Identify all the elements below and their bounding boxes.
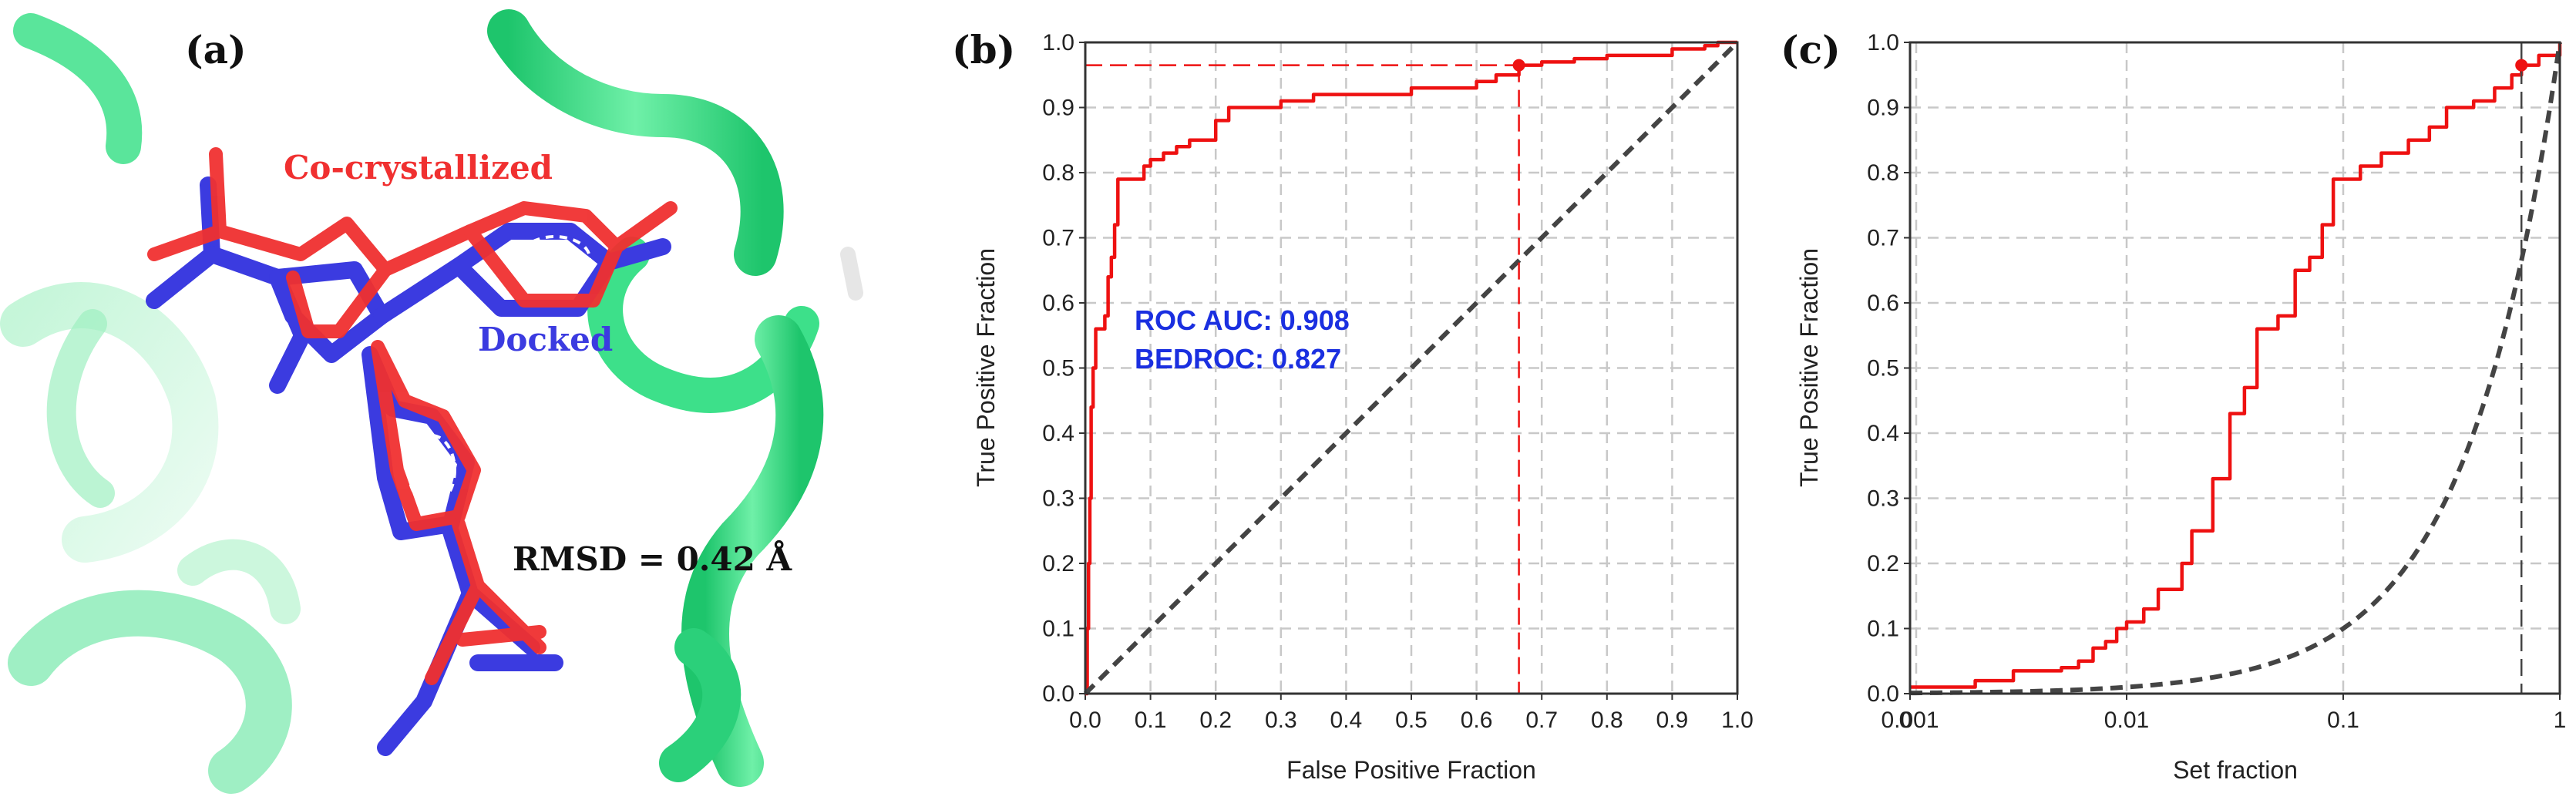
y-tick-label: 1.0	[1042, 30, 1074, 55]
panel-b: (b) 0.00.10.20.30.40.50.60.70.80.91.00.0…	[952, 27, 1754, 784]
x-tick-label: 1	[2554, 708, 2567, 733]
x-tick-label: 0.6	[1461, 708, 1493, 733]
x-tick-label: 0.7	[1525, 708, 1558, 733]
panel-c: (c) 0.00.10.20.30.40.50.60.70.80.91.00.0…	[1781, 27, 2566, 784]
y-tick-label: 1.0	[1867, 30, 1899, 55]
enrichment-grid	[1910, 42, 2560, 694]
y-tick-label: 0.3	[1867, 486, 1899, 512]
roc-x-axis-label: False Positive Fraction	[1286, 756, 1536, 784]
enrichment-y-axis-label: True Positive Fraction	[1795, 248, 1823, 487]
panel-a: (a) Co-crystallized Docked RMSD = 0.42 Å	[0, 9, 939, 794]
x-tick-label: 0.4	[1330, 708, 1363, 733]
x-tick-label: 0	[1899, 708, 1912, 733]
y-tick-label: 0.9	[1867, 96, 1899, 121]
x-tick-label: 0.9	[1656, 708, 1689, 733]
x-tick-label: 0.01	[2104, 708, 2149, 733]
ribbon-helix	[659, 628, 742, 782]
y-tick-label: 0.4	[1867, 421, 1899, 446]
x-tick-label: 0.1	[1135, 708, 1167, 733]
bedroc-annotation: BEDROC: 0.827	[1135, 343, 1341, 375]
roc-ticks: 0.0 0.1 0.2 0.3 0.4 0.5 0.6 0.7 0.8 0.9 1.0 0.0 0.1 0…	[1042, 30, 1754, 733]
docked-label: Docked	[478, 321, 613, 358]
cocrystal-ligand	[147, 147, 678, 685]
ring-highlights	[407, 235, 591, 506]
ribbon-helix	[177, 539, 301, 624]
active-recovery-curve	[1910, 42, 2562, 689]
panel-b-label: (b)	[952, 27, 1015, 72]
panel-a-label: (a)	[185, 27, 247, 72]
x-tick-label: 0.001	[1881, 708, 1939, 733]
rmsd-label: RMSD = 0.42 Å	[513, 539, 792, 578]
roc-plot-frame	[1084, 41, 1739, 695]
roc-series	[1083, 40, 1740, 696]
y-tick-label: 0.0	[1867, 681, 1899, 707]
y-tick-label: 0.0	[1042, 681, 1074, 707]
enrichment-plot-frame	[1908, 41, 2561, 695]
x-tick-label: 0.5	[1395, 708, 1428, 733]
ribbon-helix	[487, 9, 784, 276]
x-tick-label: 0.8	[1591, 708, 1623, 733]
y-tick-label: 0.4	[1042, 421, 1074, 446]
x-tick-label: 0.2	[1199, 708, 1232, 733]
enrichment-x-axis-label: Set fraction	[2173, 756, 2298, 784]
y-tick-label: 0.9	[1042, 96, 1074, 121]
ribbon-helix	[46, 309, 115, 508]
y-tick-label: 0.6	[1042, 291, 1074, 316]
x-tick-label: 0.1	[2327, 708, 2359, 733]
roc-grid	[1085, 42, 1737, 694]
ribbon-fragment	[840, 247, 863, 301]
ribbon-helix	[8, 590, 292, 794]
y-tick-label: 0.3	[1042, 486, 1074, 512]
roc-auc-annotation: ROC AUC: 0.908	[1135, 304, 1350, 336]
protein-ribbons	[0, 9, 863, 794]
x-tick-label: 1.0	[1721, 708, 1754, 733]
y-tick-label: 0.5	[1042, 356, 1074, 382]
y-tick-label: 0.6	[1867, 291, 1899, 316]
roc-y-axis-label: True Positive Fraction	[972, 248, 1000, 487]
ribbon-helix	[13, 13, 143, 164]
threshold-marker	[2515, 59, 2528, 72]
ribbon-helix	[0, 282, 219, 563]
enrichment-series	[1909, 42, 2562, 696]
cocrystal-label: Co-crystallized	[284, 149, 553, 187]
y-tick-label: 0.2	[1867, 551, 1899, 576]
y-tick-label: 0.8	[1867, 160, 1899, 186]
y-tick-label: 0.1	[1042, 617, 1074, 642]
panel-c-label: (c)	[1781, 27, 1841, 72]
y-tick-label: 0.8	[1042, 160, 1074, 186]
x-tick-label: 0.3	[1265, 708, 1297, 733]
random-baseline-line	[1909, 42, 2562, 696]
y-tick-label: 0.1	[1867, 617, 1899, 642]
y-tick-label: 0.2	[1042, 551, 1074, 576]
y-tick-label: 0.7	[1867, 226, 1899, 251]
random-baseline-line	[1083, 40, 1740, 696]
y-tick-label: 0.7	[1042, 226, 1074, 251]
threshold-marker	[1512, 59, 1525, 72]
active-recovery-curve	[1085, 40, 1737, 696]
enrichment-ticks: 0.0 0.1 0.2 0.3 0.4 0.5 0.6 0.7 0.8 0.9 1.0 0.001 0.…	[1867, 30, 2566, 733]
x-tick-label: 0.0	[1069, 708, 1101, 733]
y-tick-label: 0.5	[1867, 356, 1899, 382]
